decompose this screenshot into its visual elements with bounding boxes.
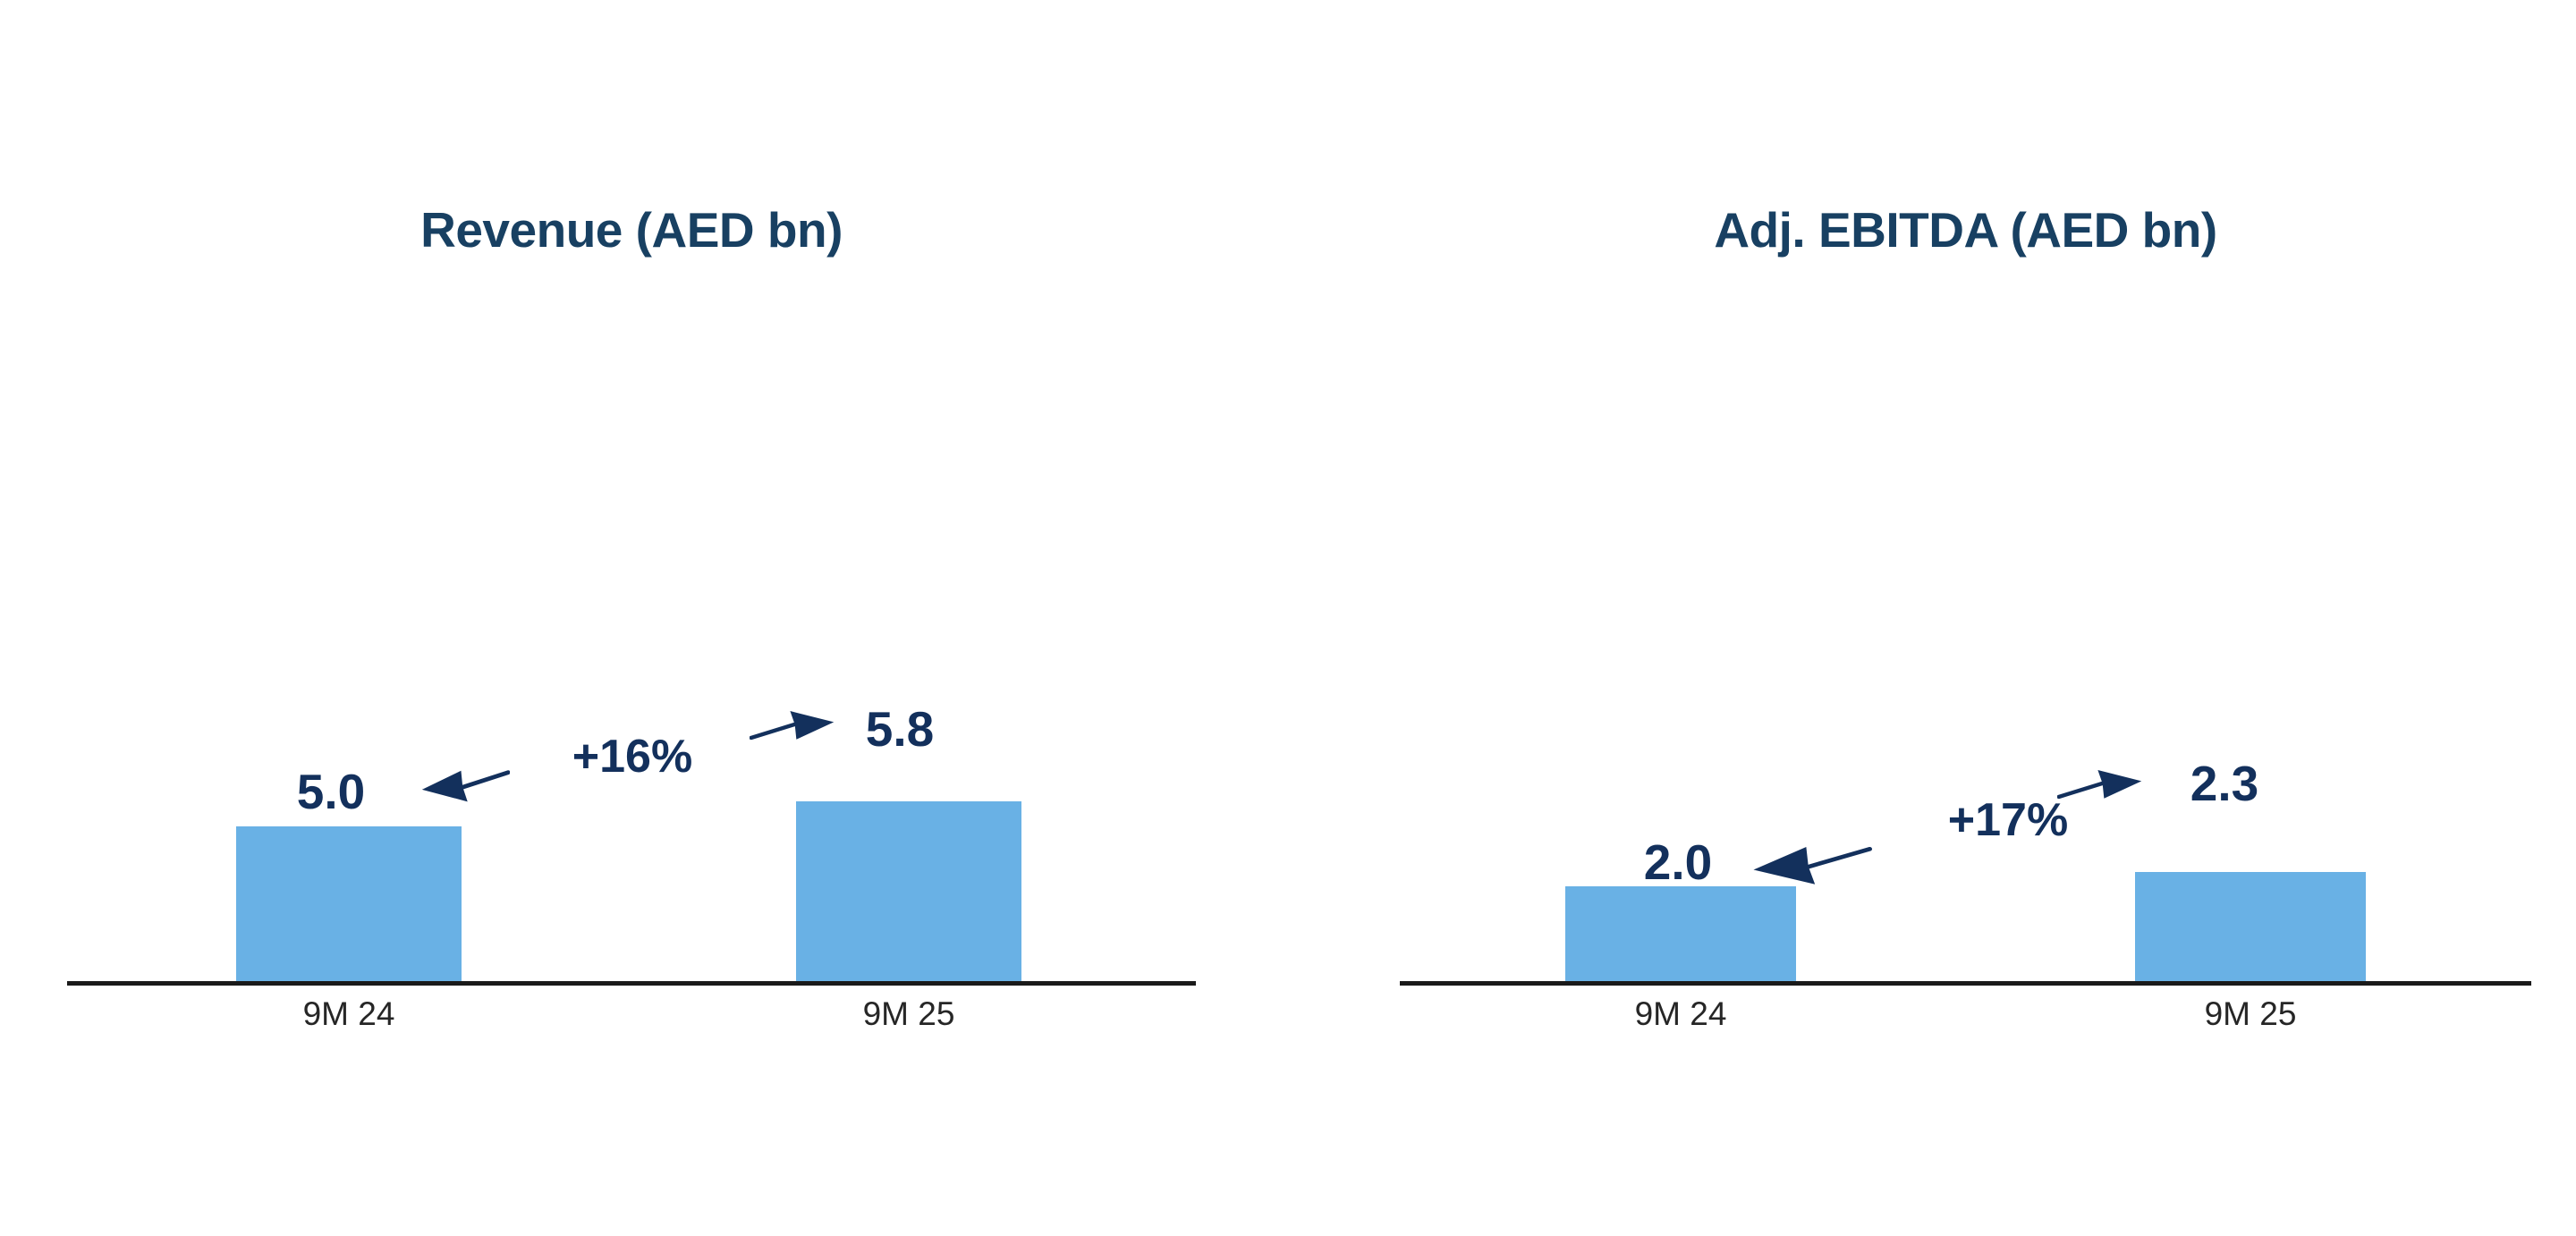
adj-ebitda-bar-9m25 [2135, 872, 2366, 983]
revenue-x-axis-line [67, 981, 1196, 986]
revenue-growth-percent-label: +16% [572, 731, 693, 783]
revenue-bar-9m24 [236, 826, 462, 983]
adj-ebitda-value-label-9m24: 2.0 [1643, 834, 1713, 890]
revenue-value-label-9m25: 5.8 [865, 701, 935, 757]
revenue-chart-title: Revenue (AED bn) [420, 202, 843, 258]
adj-ebitda-value-label-9m25: 2.3 [2190, 756, 2259, 811]
adj-ebitda-bar-9m24 [1565, 886, 1796, 983]
adj-ebitda-x-axis-label-9m25: 9M 25 [2204, 995, 2297, 1032]
adj-ebitda-x-axis-label-9m24: 9M 24 [1634, 995, 1727, 1032]
revenue-value-label-9m24: 5.0 [296, 764, 366, 819]
arrow-left-down-icon [420, 766, 510, 808]
arrow-right-up-icon [2057, 764, 2143, 803]
adj-ebitda-x-axis-line [1400, 981, 2531, 986]
revenue-x-axis-label-9m24: 9M 24 [302, 995, 395, 1032]
revenue-x-axis-label-9m25: 9M 25 [862, 995, 955, 1032]
arrow-right-up-icon [750, 705, 835, 744]
revenue-bar-9m25 [796, 801, 1021, 983]
adj-ebitda-growth-percent-label: +17% [1947, 794, 2069, 846]
adj-ebitda-chart-title: Adj. EBITDA (AED bn) [1714, 202, 2217, 258]
arrow-left-down-icon [1751, 841, 1872, 893]
